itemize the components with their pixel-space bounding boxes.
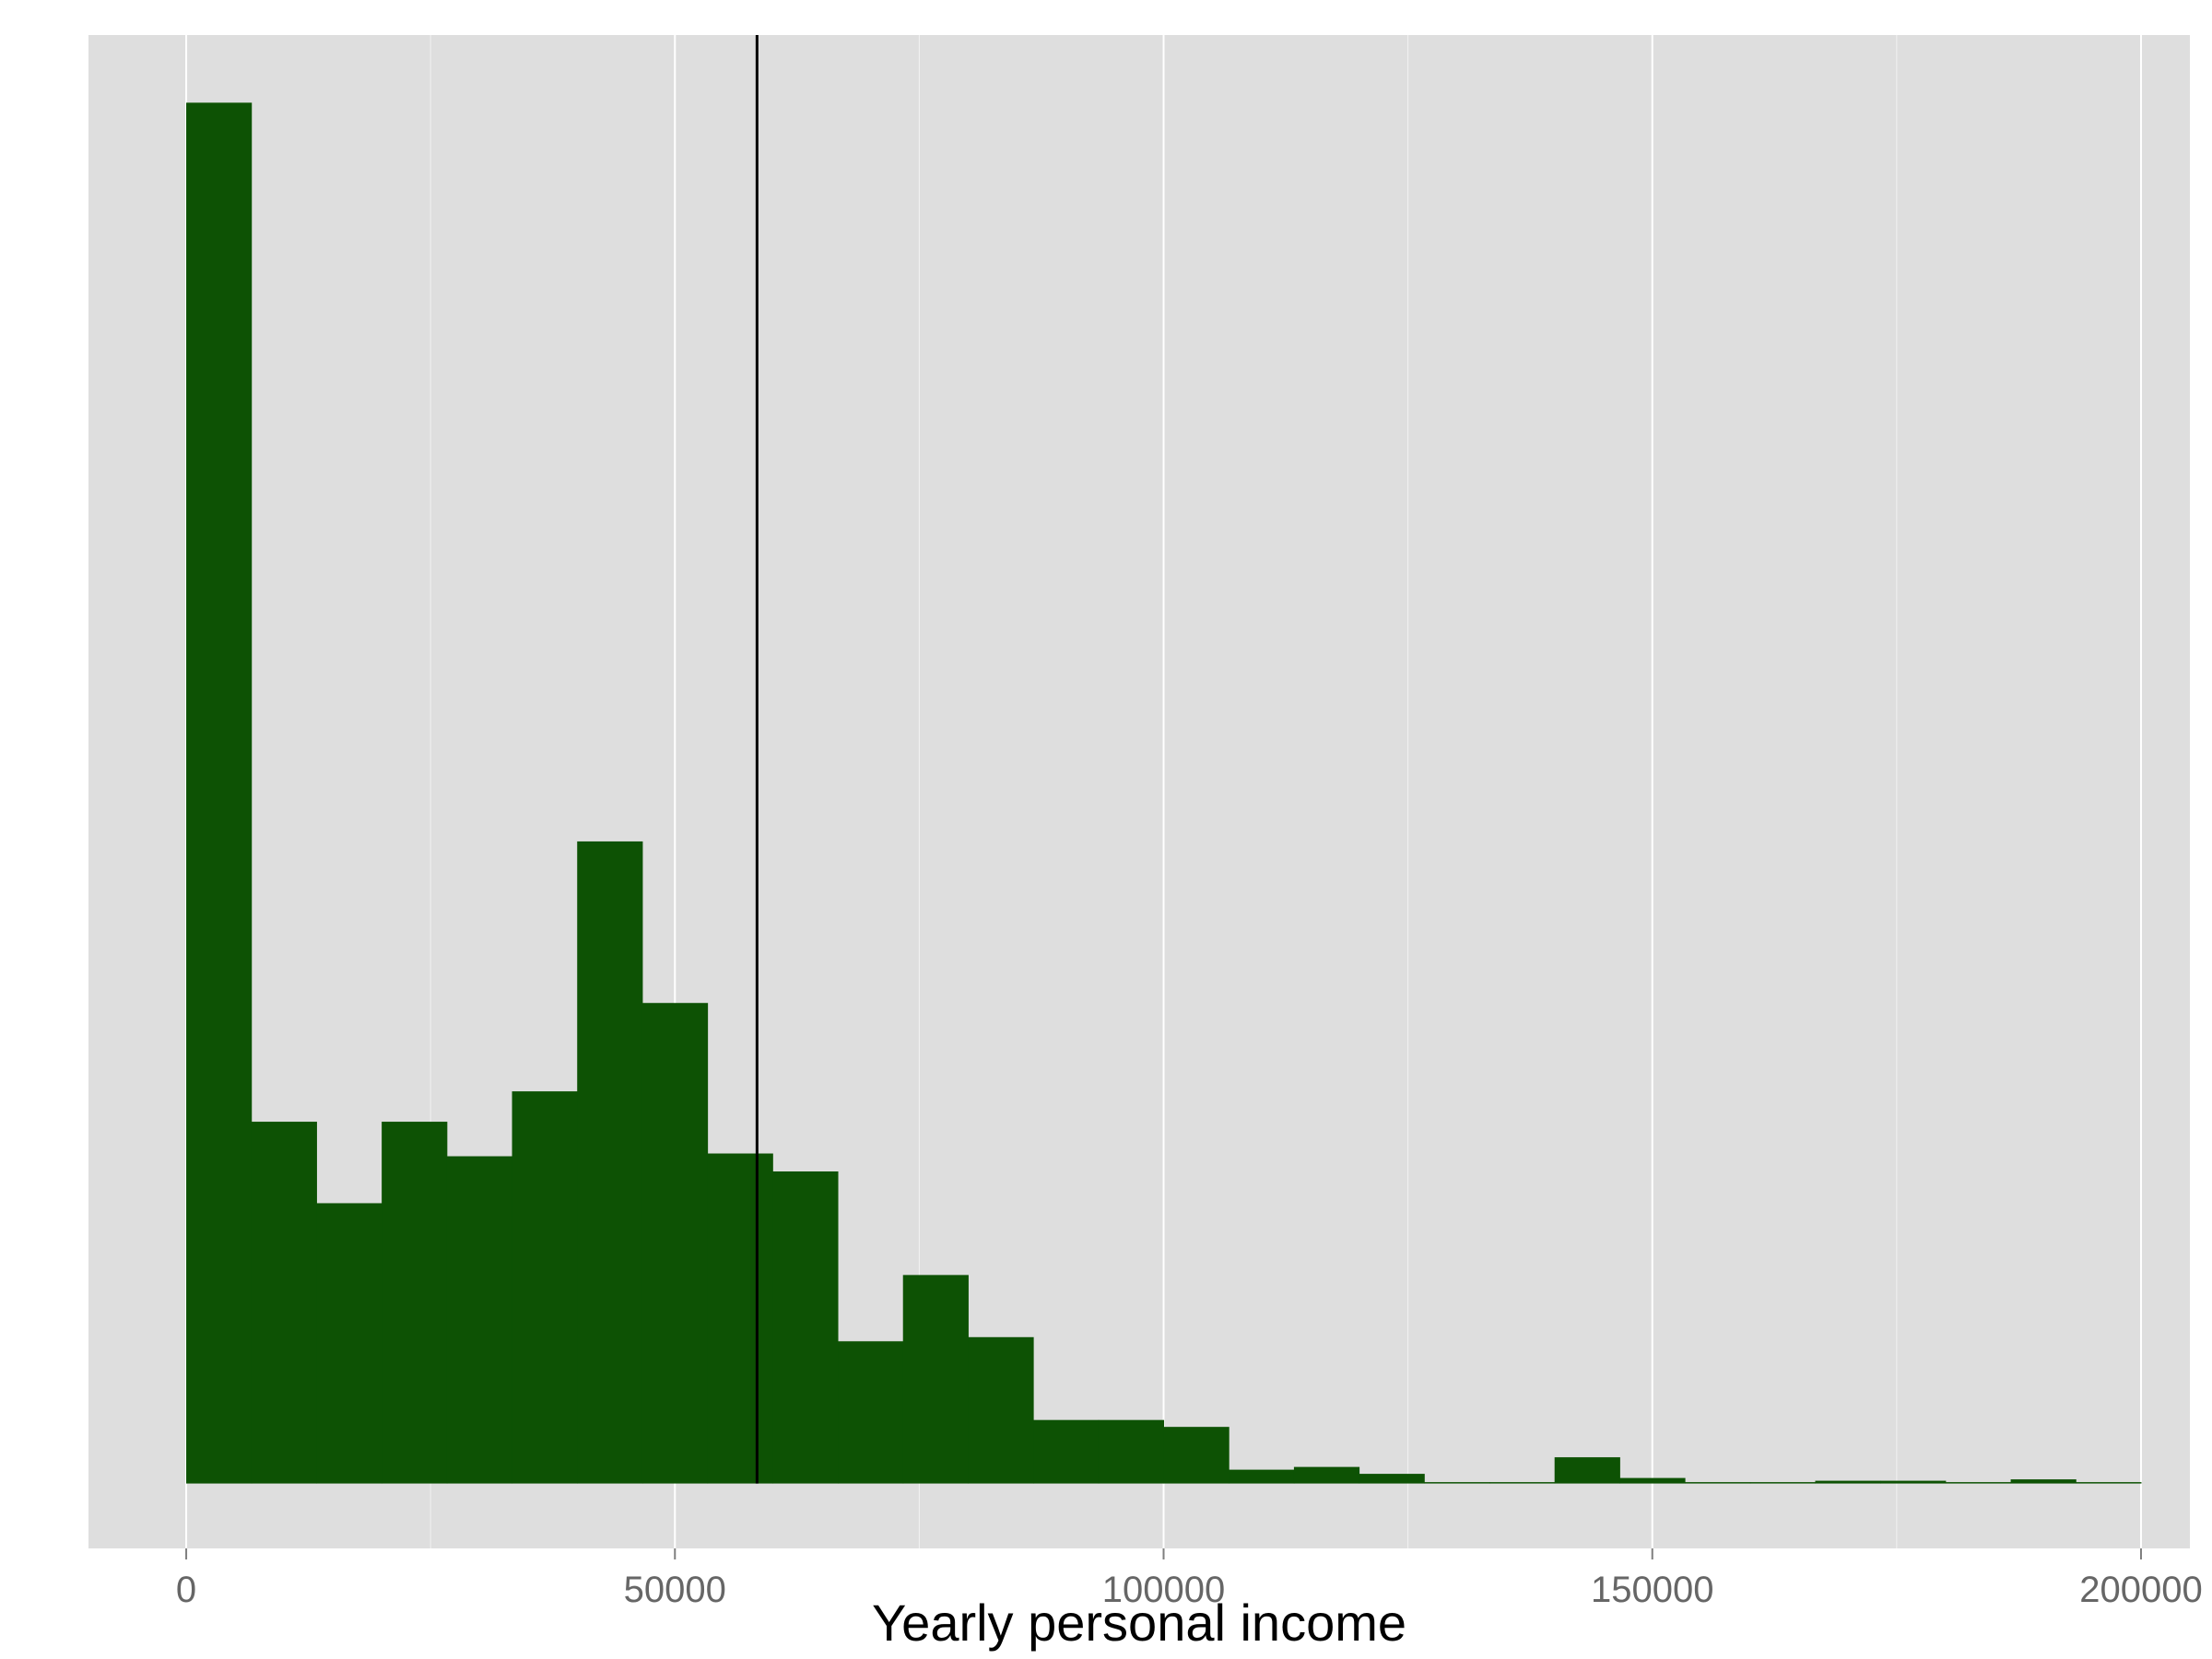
histogram-bar [1033, 1419, 1100, 1484]
histogram-bar [251, 1122, 317, 1484]
histogram-bar [2076, 1482, 2142, 1484]
histogram-bar [1815, 1480, 1881, 1484]
x-axis-tick-label: 50000 [624, 1570, 726, 1610]
histogram-bar [1945, 1482, 2012, 1484]
histogram-bar [902, 1275, 969, 1484]
histogram-bar [772, 1171, 839, 1484]
histogram-bar [1554, 1457, 1620, 1484]
histogram-bar [1619, 1477, 1686, 1484]
x-axis-tick-labels: 0 50000 100000 150000 200000 [176, 1570, 2203, 1610]
histogram-bar [1424, 1482, 1490, 1484]
histogram-bars [186, 102, 2142, 1484]
histogram-bar [446, 1156, 513, 1484]
histogram-bar [2010, 1479, 2077, 1484]
histogram-bar [1880, 1480, 1947, 1484]
histogram-bar [838, 1341, 904, 1484]
x-axis-ticks [185, 1548, 2142, 1559]
histogram-bar [316, 1203, 382, 1484]
histogram-bar [1293, 1466, 1360, 1484]
histogram-bar [512, 1091, 578, 1484]
histogram-bar [382, 1122, 448, 1484]
histogram-bar [1359, 1474, 1425, 1484]
histogram-bar [968, 1336, 1034, 1484]
x-axis-tick-label: 200000 [2079, 1570, 2202, 1610]
histogram-bar [577, 841, 643, 1484]
histogram-bar [186, 102, 253, 1484]
histogram-bar [1685, 1482, 1751, 1484]
histogram-bar [1098, 1419, 1165, 1484]
histogram-bar [1229, 1469, 1295, 1484]
x-axis-tick-label: 150000 [1591, 1570, 1713, 1610]
x-axis-tick-label: 100000 [1102, 1570, 1225, 1610]
x-axis-title: Yearly personal income [872, 1594, 1406, 1652]
histogram-bar [707, 1153, 773, 1484]
histogram-bar [1749, 1482, 1816, 1484]
histogram-bar [641, 1003, 709, 1484]
histogram-bar [1489, 1482, 1556, 1484]
x-axis-tick-label: 0 [176, 1570, 196, 1610]
histogram-bar [1163, 1427, 1230, 1484]
